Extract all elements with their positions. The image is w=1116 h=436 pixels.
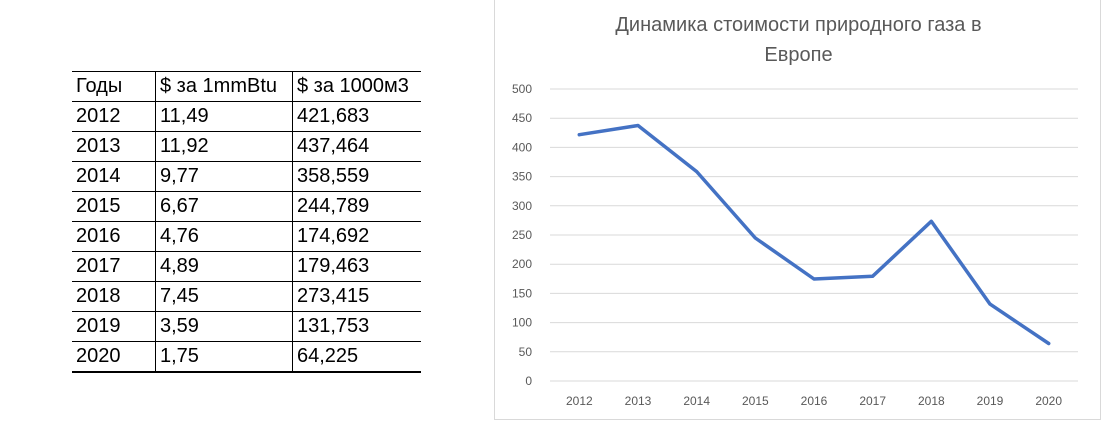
table-row: 2015 6,67 244,789 bbox=[72, 191, 421, 222]
cell-year: 2017 bbox=[72, 251, 156, 282]
header-usd-per-1000m3: $ за 1000м3 bbox=[292, 71, 421, 102]
table-row: 2012 11,49 421,683 bbox=[72, 101, 421, 132]
table-row: 2019 3,59 131,753 bbox=[72, 311, 421, 342]
table-row: 2013 11,92 437,464 bbox=[72, 131, 421, 162]
cell-usd-per-mmbtu: 3,59 bbox=[155, 311, 293, 342]
y-tick-label: 250 bbox=[512, 228, 532, 242]
table-row: 2018 7,45 273,415 bbox=[72, 281, 421, 312]
chart-title-line-2: Европе bbox=[764, 44, 833, 66]
cell-usd-per-1000m3: 273,415 bbox=[292, 281, 421, 312]
y-tick-label: 500 bbox=[512, 82, 532, 96]
chart-area: 0 50 100 150 200 250 300 350 400 450 500 2012 2013 20… bbox=[494, 0, 1101, 420]
y-tick-label: 400 bbox=[512, 140, 532, 154]
y-tick-label: 150 bbox=[512, 286, 532, 300]
x-tick-label: 2014 bbox=[683, 394, 710, 408]
cell-usd-per-1000m3: 358,559 bbox=[292, 161, 421, 192]
cell-usd-per-mmbtu: 1,75 bbox=[155, 341, 293, 373]
data-point bbox=[1047, 341, 1051, 345]
cell-year: 2016 bbox=[72, 221, 156, 252]
cell-usd-per-1000m3: 131,753 bbox=[292, 311, 421, 342]
table-header-row: Годы $ за 1mmBtu $ за 1000м3 bbox=[72, 71, 421, 102]
cell-year: 2018 bbox=[72, 281, 156, 312]
cell-year: 2013 bbox=[72, 131, 156, 162]
cell-year: 2012 bbox=[72, 101, 156, 132]
data-point bbox=[988, 302, 992, 306]
cell-usd-per-1000m3: 174,692 bbox=[292, 221, 421, 252]
y-tick-label: 350 bbox=[512, 170, 532, 184]
header-usd-per-mmbtu: $ за 1mmBtu bbox=[155, 71, 293, 102]
y-tick-label: 0 bbox=[525, 374, 532, 388]
chart-title-line-1: Динамика стоимости природного газа в bbox=[615, 14, 982, 36]
cell-usd-per-mmbtu: 7,45 bbox=[155, 281, 293, 312]
x-tick-label: 2013 bbox=[625, 394, 652, 408]
table-row: 2016 4,76 174,692 bbox=[72, 221, 421, 252]
cell-year: 2015 bbox=[72, 191, 156, 222]
x-tick-label: 2020 bbox=[1035, 394, 1062, 408]
y-tick-label: 100 bbox=[512, 316, 532, 330]
data-point bbox=[636, 124, 640, 128]
cell-usd-per-mmbtu: 9,77 bbox=[155, 161, 293, 192]
x-tick-label: 2017 bbox=[859, 394, 886, 408]
table-row: 2014 9,77 358,559 bbox=[72, 161, 421, 192]
x-tick-label: 2018 bbox=[918, 394, 945, 408]
cell-year: 2020 bbox=[72, 341, 156, 373]
data-table: Годы $ за 1mmBtu $ за 1000м3 2012 11,49 42… bbox=[72, 71, 421, 373]
table-row: 2020 1,75 64,225 bbox=[72, 341, 421, 373]
line-chart: 0 50 100 150 200 250 300 350 400 450 500 2012 2013 20… bbox=[512, 82, 1078, 408]
cell-usd-per-1000m3: 64,225 bbox=[292, 341, 421, 373]
cell-usd-per-1000m3: 244,789 bbox=[292, 191, 421, 222]
cell-usd-per-1000m3: 421,683 bbox=[292, 101, 421, 132]
x-tick-label: 2019 bbox=[977, 394, 1004, 408]
x-tick-label: 2016 bbox=[801, 394, 828, 408]
cell-usd-per-mmbtu: 11,92 bbox=[155, 131, 293, 162]
data-point bbox=[812, 277, 816, 281]
chart-title: Динамика стоимости природного газа в Евр… bbox=[495, 10, 1102, 70]
x-tick-label: 2012 bbox=[566, 394, 593, 408]
y-tick-label: 200 bbox=[512, 257, 532, 271]
cell-usd-per-mmbtu: 11,49 bbox=[155, 101, 293, 132]
data-point bbox=[929, 219, 933, 223]
cell-usd-per-mmbtu: 4,76 bbox=[155, 221, 293, 252]
data-point bbox=[695, 170, 699, 174]
data-point bbox=[577, 133, 581, 137]
data-point bbox=[753, 236, 757, 240]
cell-usd-per-mmbtu: 6,67 bbox=[155, 191, 293, 222]
cell-year: 2014 bbox=[72, 161, 156, 192]
cell-usd-per-1000m3: 179,463 bbox=[292, 251, 421, 282]
y-tick-label: 50 bbox=[519, 345, 533, 359]
cell-usd-per-mmbtu: 4,89 bbox=[155, 251, 293, 282]
cell-year: 2019 bbox=[72, 311, 156, 342]
y-tick-label: 450 bbox=[512, 111, 532, 125]
table-row: 2017 4,89 179,463 bbox=[72, 251, 421, 282]
y-tick-label: 300 bbox=[512, 199, 532, 213]
data-point bbox=[871, 274, 875, 278]
header-years: Годы bbox=[72, 71, 156, 102]
x-tick-label: 2015 bbox=[742, 394, 769, 408]
cell-usd-per-1000m3: 437,464 bbox=[292, 131, 421, 162]
